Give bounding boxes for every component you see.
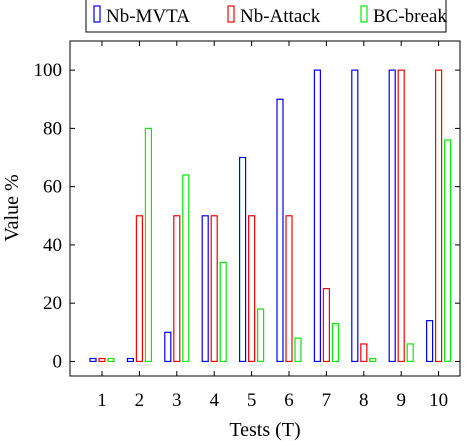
x-axis-title: Tests (T) [229, 419, 300, 441]
bar-nb-mvta-3 [164, 331, 172, 363]
bar-nb-attack-5 [248, 215, 256, 363]
x-ticks-group: 1 2 3 4 5 6 7 8 9 10 [97, 41, 448, 411]
x-tick-label: 7 [322, 390, 332, 411]
x-tick-label: 6 [284, 390, 294, 411]
y-tick-label: 0 [53, 351, 63, 372]
x-tick-label: 2 [135, 390, 145, 411]
bar-nb-mvta-5 [239, 156, 247, 363]
bar-bc-break-3 [182, 174, 190, 363]
bar-nb-attack-9 [397, 69, 405, 363]
plot-frame [69, 40, 461, 377]
bar-bc-break-1 [107, 357, 115, 363]
y-tick-label: 80 [43, 118, 62, 139]
y-tick-label: 60 [43, 177, 62, 198]
legend-label-nb-mvta: Nb-MVTA [106, 6, 190, 27]
bar-nb-mvta-7 [313, 69, 321, 363]
bar-nb-mvta-2 [126, 357, 135, 363]
bar-nb-mvta-6 [276, 98, 284, 363]
x-tick-label: 8 [359, 390, 369, 411]
bar-bc-break-4 [219, 261, 227, 363]
bars-group [89, 69, 452, 363]
bar-nb-mvta-10 [426, 320, 434, 363]
bar-nb-mvta-9 [388, 69, 396, 363]
legend: Nb-MVTA Nb-Attack BC-break [85, 0, 447, 33]
y-axis-title: Value % [1, 174, 23, 241]
bar-bc-break-5 [257, 308, 265, 363]
legend-label-bc-break: BC-break [373, 6, 447, 27]
x-tick-label: 5 [247, 390, 257, 411]
legend-frame [85, 0, 447, 33]
x-tick-label: 9 [396, 390, 406, 411]
bar-nb-attack-3 [173, 215, 181, 363]
x-tick-label: 3 [172, 390, 182, 411]
x-tick-label: 10 [429, 390, 448, 411]
x-tick-label: 4 [209, 390, 219, 411]
legend-swatch-nb-attack [227, 5, 235, 23]
bar-nb-mvta-1 [89, 357, 97, 363]
bar-nb-attack-8 [360, 343, 368, 363]
x-tick-label: 1 [97, 390, 107, 411]
bar-bc-break-9 [406, 343, 414, 363]
bar-bc-break-10 [444, 139, 452, 363]
bar-nb-mvta-4 [201, 215, 209, 363]
bar-bc-break-8 [369, 357, 377, 363]
legend-label-nb-attack: Nb-Attack [240, 6, 321, 27]
y-tick-label: 100 [34, 60, 63, 81]
bar-nb-mvta-8 [351, 69, 359, 363]
bar-nb-attack-1 [98, 357, 106, 363]
legend-swatch-bc-break [360, 5, 368, 23]
bar-nb-attack-4 [210, 215, 218, 363]
bar-bc-break-7 [331, 322, 339, 363]
bar-nb-attack-10 [435, 69, 443, 363]
bar-nb-attack-6 [285, 215, 293, 363]
bar-nb-attack-7 [322, 288, 330, 363]
y-tick-label: 40 [43, 235, 62, 256]
bar-bc-break-6 [294, 337, 302, 363]
y-ticks-group: 0 20 40 60 80 100 [34, 60, 460, 372]
y-tick-label: 20 [43, 293, 62, 314]
bar-bc-break-2 [144, 127, 152, 363]
bar-nb-attack-2 [135, 215, 143, 363]
legend-swatch-nb-mvta [93, 5, 101, 23]
